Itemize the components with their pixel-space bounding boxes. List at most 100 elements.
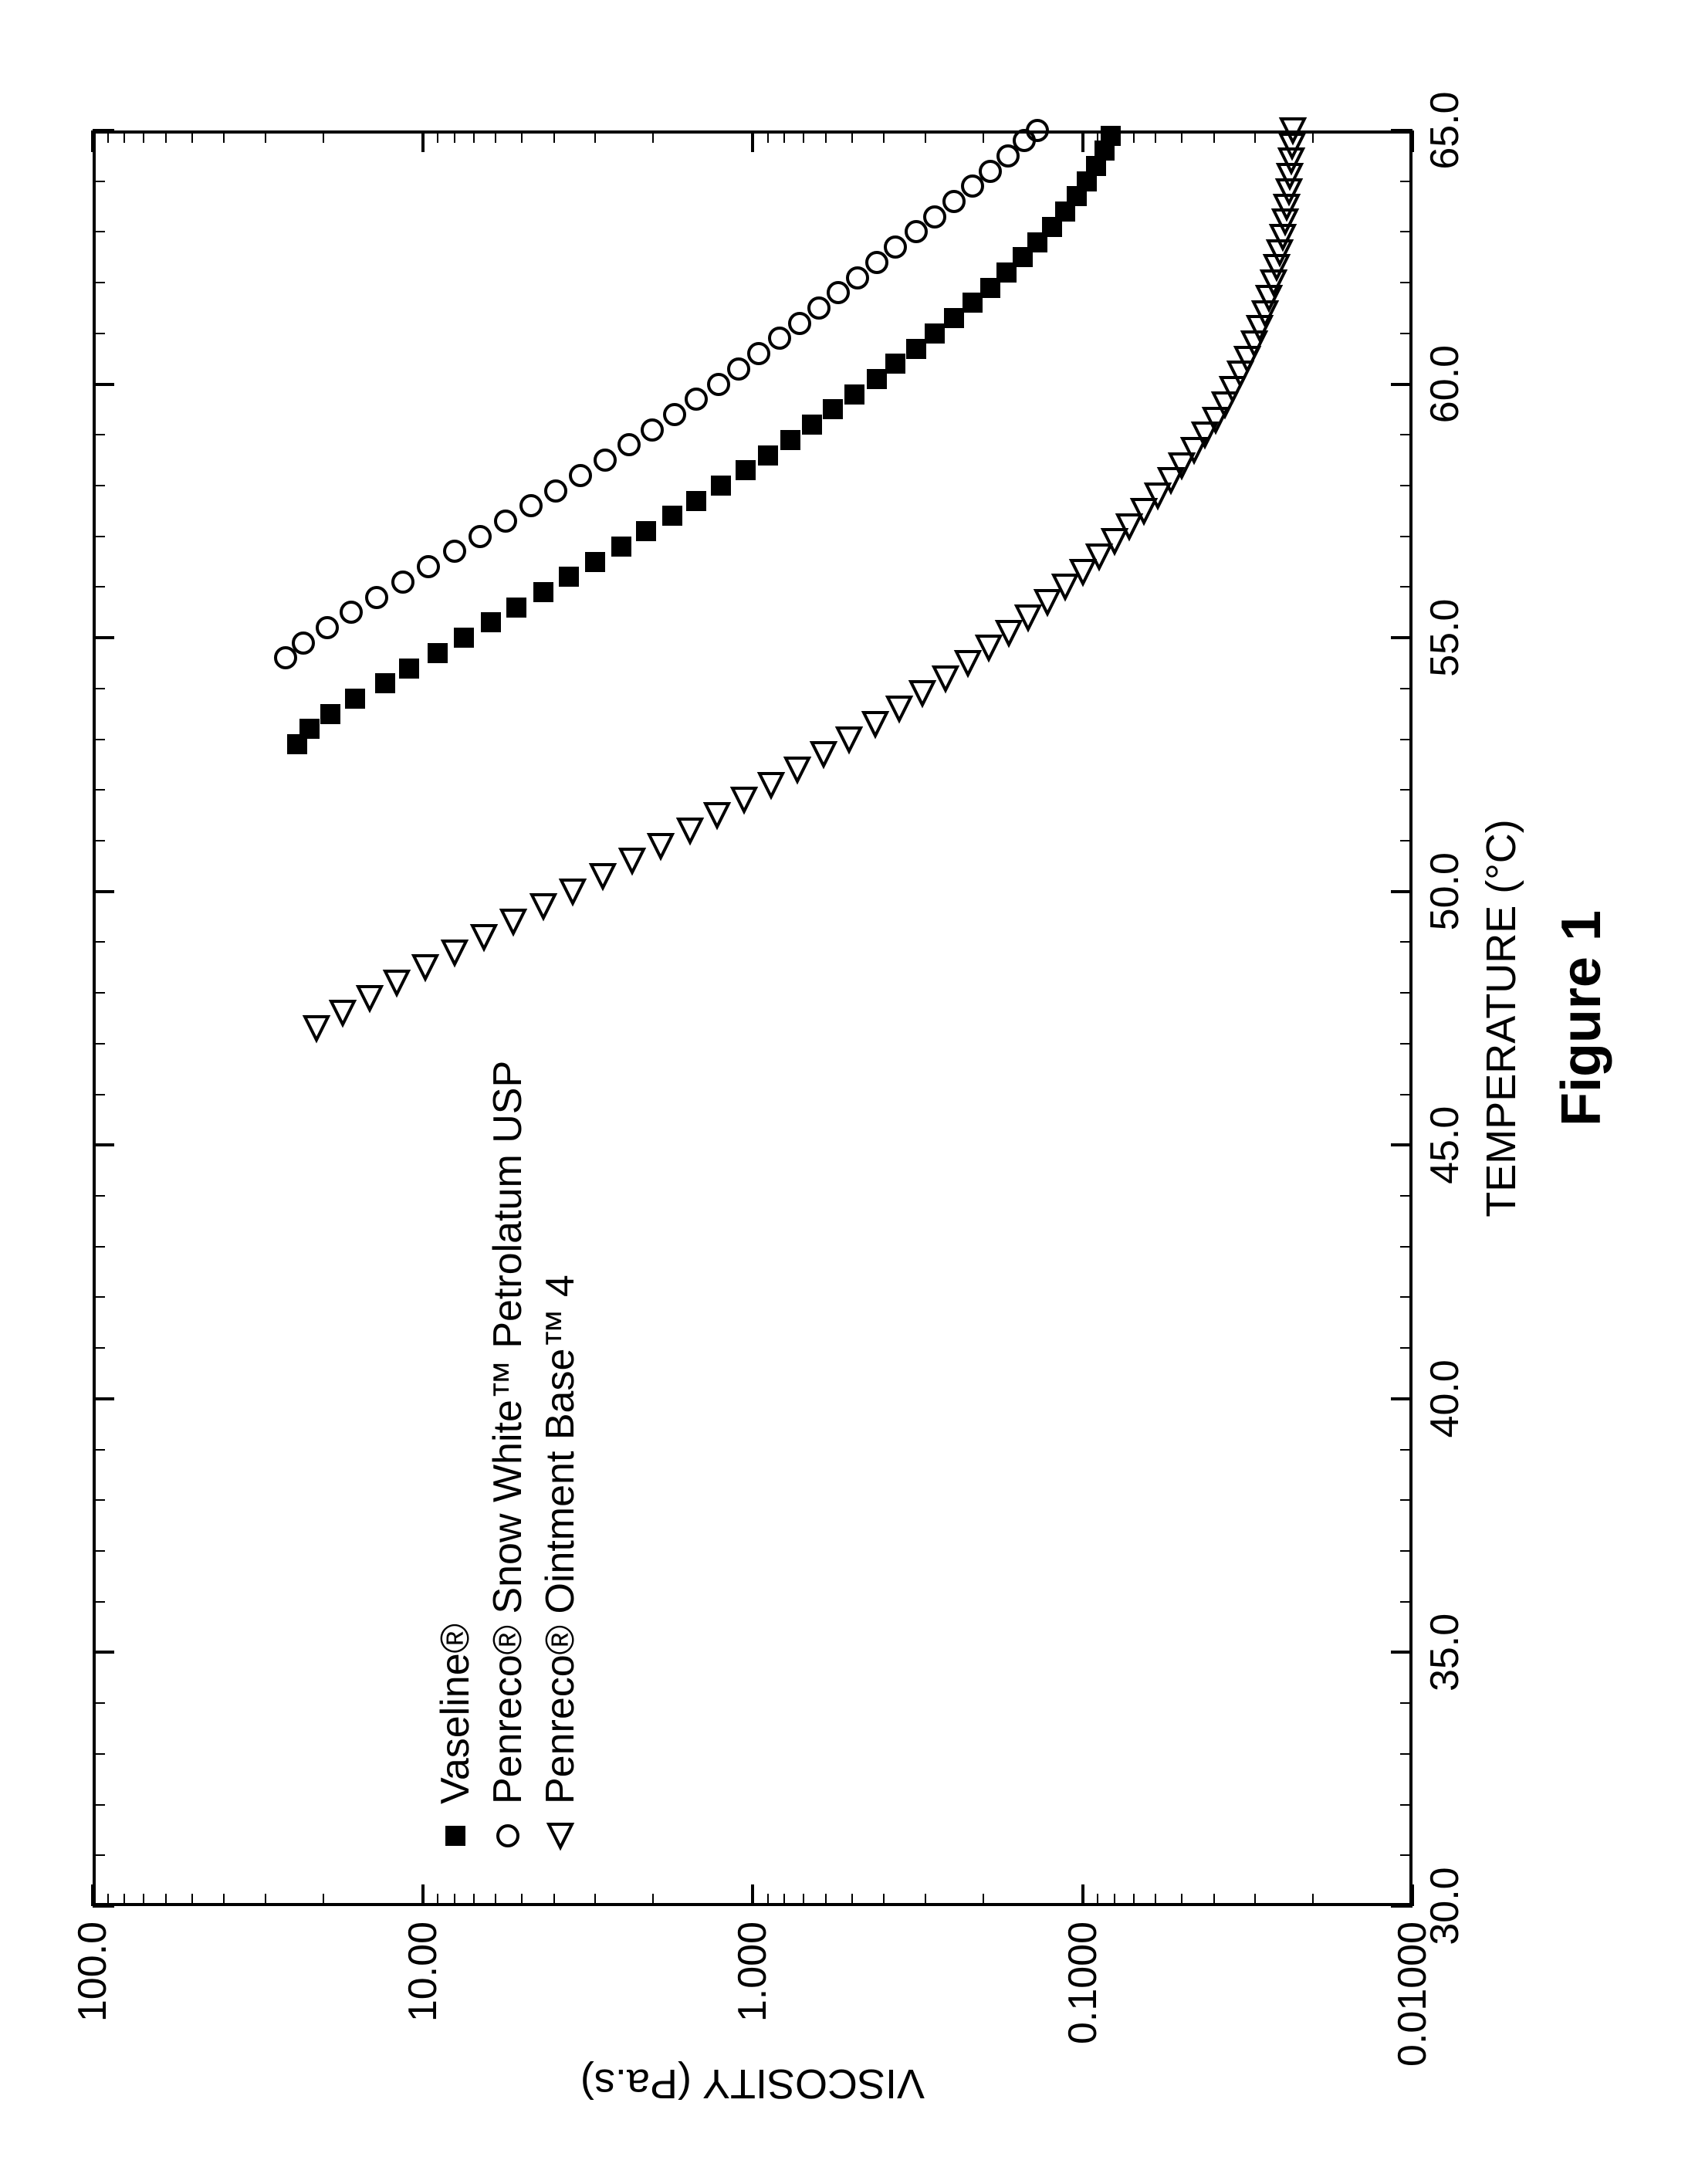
y-tick-label: 10.00: [400, 1922, 446, 2022]
y-tick-minor: [825, 1894, 827, 1906]
y-tick-major: [1411, 130, 1414, 152]
data-marker: [364, 584, 390, 611]
legend: Vaseline®Penreco® Snow White™ Petrolatum…: [432, 1061, 590, 1852]
y-tick-minor: [1254, 1894, 1256, 1906]
y-tick-major: [1411, 1884, 1414, 1906]
x-tick-minor: [93, 941, 105, 943]
data-marker: [355, 984, 384, 1013]
y-tick-minor: [883, 1894, 885, 1906]
x-tick-major: [1391, 129, 1412, 132]
x-tick-minor: [1400, 941, 1412, 943]
y-tick-label: 1.000: [729, 1922, 776, 2022]
x-tick-minor: [93, 282, 105, 283]
y-tick-minor: [265, 130, 266, 143]
y-tick-minor: [1155, 130, 1156, 143]
legend-item: Penreco® Ointment Base™ 4: [537, 1061, 584, 1852]
y-tick-minor: [473, 1894, 475, 1906]
data-marker: [390, 569, 416, 595]
y-tick-major: [421, 130, 425, 152]
x-tick-major: [1391, 383, 1412, 386]
y-tick-minor: [983, 1894, 984, 1906]
y-tick-minor: [783, 130, 785, 143]
x-tick-major: [1391, 636, 1412, 639]
y-tick-minor: [1312, 130, 1314, 143]
legend-label: Penreco® Ointment Base™ 4: [537, 1275, 584, 1804]
y-tick-label: 0.01000: [1389, 1922, 1436, 2067]
x-tick-minor: [93, 739, 105, 740]
x-tick-minor: [93, 333, 105, 334]
y-tick-major: [751, 130, 754, 152]
x-tick-minor: [93, 1702, 105, 1704]
x-tick-minor: [93, 536, 105, 537]
x-tick-minor: [93, 1246, 105, 1248]
x-tick-major: [93, 1397, 114, 1400]
y-tick-minor: [165, 130, 167, 143]
y-tick-minor: [323, 130, 324, 143]
data-marker: [675, 816, 705, 845]
data-marker: [588, 862, 617, 891]
data-marker: [543, 478, 569, 504]
x-tick-minor: [93, 1753, 105, 1755]
y-tick-minor: [1133, 130, 1135, 143]
data-marker: [451, 625, 477, 651]
data-marker: [415, 554, 442, 580]
y-tick-minor: [123, 1894, 125, 1906]
legend-marker-icon: [439, 1820, 472, 1852]
y-tick-minor: [143, 130, 144, 143]
data-marker: [342, 686, 368, 712]
data-marker: [290, 630, 316, 656]
y-tick-minor: [1133, 1894, 1135, 1906]
y-tick-minor: [1155, 1894, 1156, 1906]
y-tick-minor: [495, 130, 496, 143]
x-tick-minor: [93, 1296, 105, 1298]
y-tick-minor: [1213, 1894, 1215, 1906]
y-tick-minor: [594, 130, 596, 143]
x-tick-label: 55.0: [1422, 599, 1468, 677]
y-tick-minor: [983, 130, 984, 143]
y-tick-minor: [107, 130, 109, 143]
x-tick-minor: [1400, 840, 1412, 841]
x-tick-minor: [93, 1195, 105, 1197]
x-tick-minor: [1400, 1804, 1412, 1806]
data-marker: [783, 755, 812, 784]
data-marker: [425, 640, 451, 666]
data-marker: [328, 998, 357, 1028]
y-tick-minor: [925, 130, 926, 143]
x-tick-minor: [1400, 1702, 1412, 1704]
data-marker: [1278, 116, 1308, 145]
x-tick-minor: [1400, 1296, 1412, 1298]
y-tick-minor: [825, 130, 827, 143]
data-marker: [1024, 117, 1050, 144]
x-tick-minor: [1400, 739, 1412, 740]
y-tick-minor: [767, 130, 769, 143]
x-tick-minor: [1400, 1347, 1412, 1349]
y-tick-minor: [783, 1894, 785, 1906]
x-tick-minor: [1400, 231, 1412, 232]
x-tick-minor: [1400, 1550, 1412, 1552]
x-tick-minor: [1400, 1854, 1412, 1856]
x-tick-minor: [93, 1347, 105, 1349]
legend-item: Penreco® Snow White™ Petrolatum USP: [485, 1061, 531, 1852]
x-tick-major: [93, 1905, 114, 1908]
data-marker: [492, 508, 519, 534]
x-tick-label: 50.0: [1422, 852, 1468, 930]
x-tick-major: [93, 129, 114, 132]
x-tick-minor: [93, 992, 105, 994]
y-tick-minor: [652, 130, 654, 143]
x-tick-major: [93, 1651, 114, 1654]
x-tick-label: 40.0: [1422, 1359, 1468, 1437]
y-tick-minor: [553, 1894, 555, 1906]
data-marker: [729, 785, 759, 814]
data-marker: [396, 655, 422, 682]
data-marker: [659, 503, 685, 529]
y-axis-label: VISCOSITY (Pa.s): [580, 2060, 925, 2108]
x-tick-minor: [93, 688, 105, 689]
x-tick-minor: [93, 1601, 105, 1603]
y-tick-minor: [1181, 130, 1182, 143]
x-tick-minor: [93, 1854, 105, 1856]
x-tick-minor: [1400, 434, 1412, 435]
data-marker: [382, 968, 411, 997]
x-tick-minor: [1400, 1195, 1412, 1197]
data-marker: [558, 877, 587, 906]
y-tick-minor: [454, 130, 455, 143]
